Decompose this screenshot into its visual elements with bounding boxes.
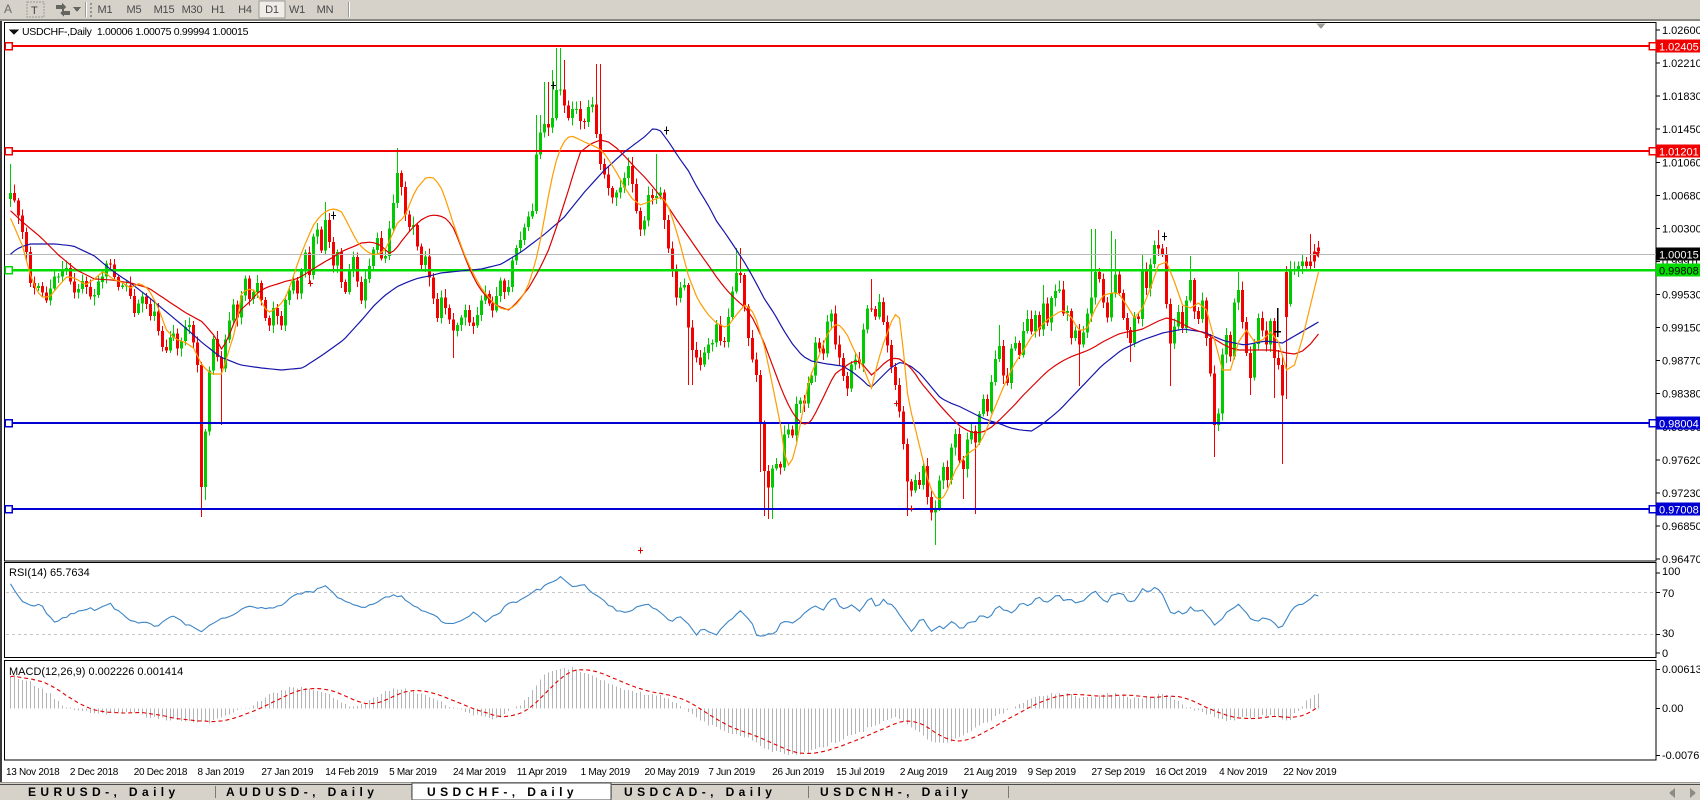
svg-text:1.02210: 1.02210 [1662,58,1700,70]
svg-text:-0.007612: -0.007612 [1662,750,1700,762]
svg-text:M5: M5 [127,4,142,16]
svg-text:MN: MN [317,4,334,16]
svg-text:USDCHF-,Daily 1.00006 1.00075: USDCHF-,Daily 1.00006 1.00075 0.99994 1.… [22,26,249,38]
svg-text:22 Nov 2019: 22 Nov 2019 [1283,767,1337,778]
svg-text:8 Jan 2019: 8 Jan 2019 [198,767,245,778]
svg-text:M1: M1 [98,4,113,16]
svg-text:0.98004: 0.98004 [1659,419,1699,431]
svg-text:M15: M15 [154,4,175,16]
svg-text:D1: D1 [265,4,279,16]
svg-text:21 Aug 2019: 21 Aug 2019 [964,767,1018,778]
svg-text:0.99530: 0.99530 [1662,290,1700,302]
svg-text:20 Dec 2018: 20 Dec 2018 [134,767,188,778]
svg-text:14 Feb 2019: 14 Feb 2019 [325,767,379,778]
svg-text:0.96470: 0.96470 [1662,554,1700,566]
svg-text:27 Sep 2019: 27 Sep 2019 [1091,767,1145,778]
svg-text:T: T [31,5,38,17]
svg-text:27 Jan 2019: 27 Jan 2019 [261,767,313,778]
svg-text:16 Oct 2019: 16 Oct 2019 [1155,767,1207,778]
svg-text:11 Apr 2019: 11 Apr 2019 [517,767,568,778]
svg-text:0: 0 [1662,648,1668,660]
svg-text:4 Nov 2019: 4 Nov 2019 [1219,767,1268,778]
svg-text:1.01830: 1.01830 [1662,91,1700,103]
svg-text:2 Aug 2019: 2 Aug 2019 [900,767,948,778]
svg-text:H4: H4 [238,4,252,16]
svg-text:0.97620: 0.97620 [1662,455,1700,467]
svg-text:USDCNH-, Daily: USDCNH-, Daily [820,785,972,799]
svg-text:30: 30 [1662,628,1674,640]
svg-text:9 Sep 2019: 9 Sep 2019 [1028,767,1077,778]
svg-text:24 Mar 2019: 24 Mar 2019 [453,767,507,778]
svg-text:1.02600: 1.02600 [1662,25,1700,37]
svg-text:7 Jun 2019: 7 Jun 2019 [708,767,755,778]
svg-text:1.02405: 1.02405 [1659,42,1699,54]
svg-text:0.97230: 0.97230 [1662,488,1700,500]
svg-text:0.98770: 0.98770 [1662,356,1700,368]
svg-text:1.01060: 1.01060 [1662,157,1700,169]
svg-text:20 May 2019: 20 May 2019 [645,767,700,778]
svg-text:15 Jul 2019: 15 Jul 2019 [836,767,885,778]
svg-text:2 Dec 2018: 2 Dec 2018 [70,767,119,778]
svg-text:A: A [4,2,12,16]
svg-text:H1: H1 [211,4,225,16]
svg-text:1.00680: 1.00680 [1662,190,1700,202]
svg-text:5 Mar 2019: 5 Mar 2019 [389,767,437,778]
svg-text:RSI(14) 65.7634: RSI(14) 65.7634 [9,567,90,579]
svg-text:M30: M30 [182,4,203,16]
svg-text:USDCAD-, Daily: USDCAD-, Daily [624,785,776,799]
svg-text:MACD(12,26,9) 0.002226 0.00141: MACD(12,26,9) 0.002226 0.001414 [9,666,183,678]
svg-text:AUDUSD-, Daily: AUDUSD-, Daily [226,785,378,799]
svg-text:1.01201: 1.01201 [1659,147,1699,159]
svg-text:1 May 2019: 1 May 2019 [581,767,631,778]
svg-text:W1: W1 [289,4,305,16]
svg-text:1.00015: 1.00015 [1659,250,1699,262]
svg-text:0.96850: 0.96850 [1662,521,1700,533]
svg-text:0.97008: 0.97008 [1659,505,1699,517]
svg-text:EURUSD-, Daily: EURUSD-, Daily [28,785,180,799]
svg-text:13 Nov 2018: 13 Nov 2018 [6,767,60,778]
svg-text:70: 70 [1662,588,1674,600]
svg-text:0.99808: 0.99808 [1659,266,1699,278]
svg-text:26 Jun 2019: 26 Jun 2019 [772,767,824,778]
svg-text:0.00: 0.00 [1662,703,1683,715]
svg-text:USDCHF-, Daily: USDCHF-, Daily [427,785,578,799]
svg-text:0.99150: 0.99150 [1662,323,1700,335]
svg-text:0.00613: 0.00613 [1662,664,1700,676]
svg-text:1.01450: 1.01450 [1662,124,1700,136]
svg-text:100: 100 [1662,566,1680,578]
svg-text:1.00300: 1.00300 [1662,223,1700,235]
svg-text:0.98380: 0.98380 [1662,389,1700,401]
